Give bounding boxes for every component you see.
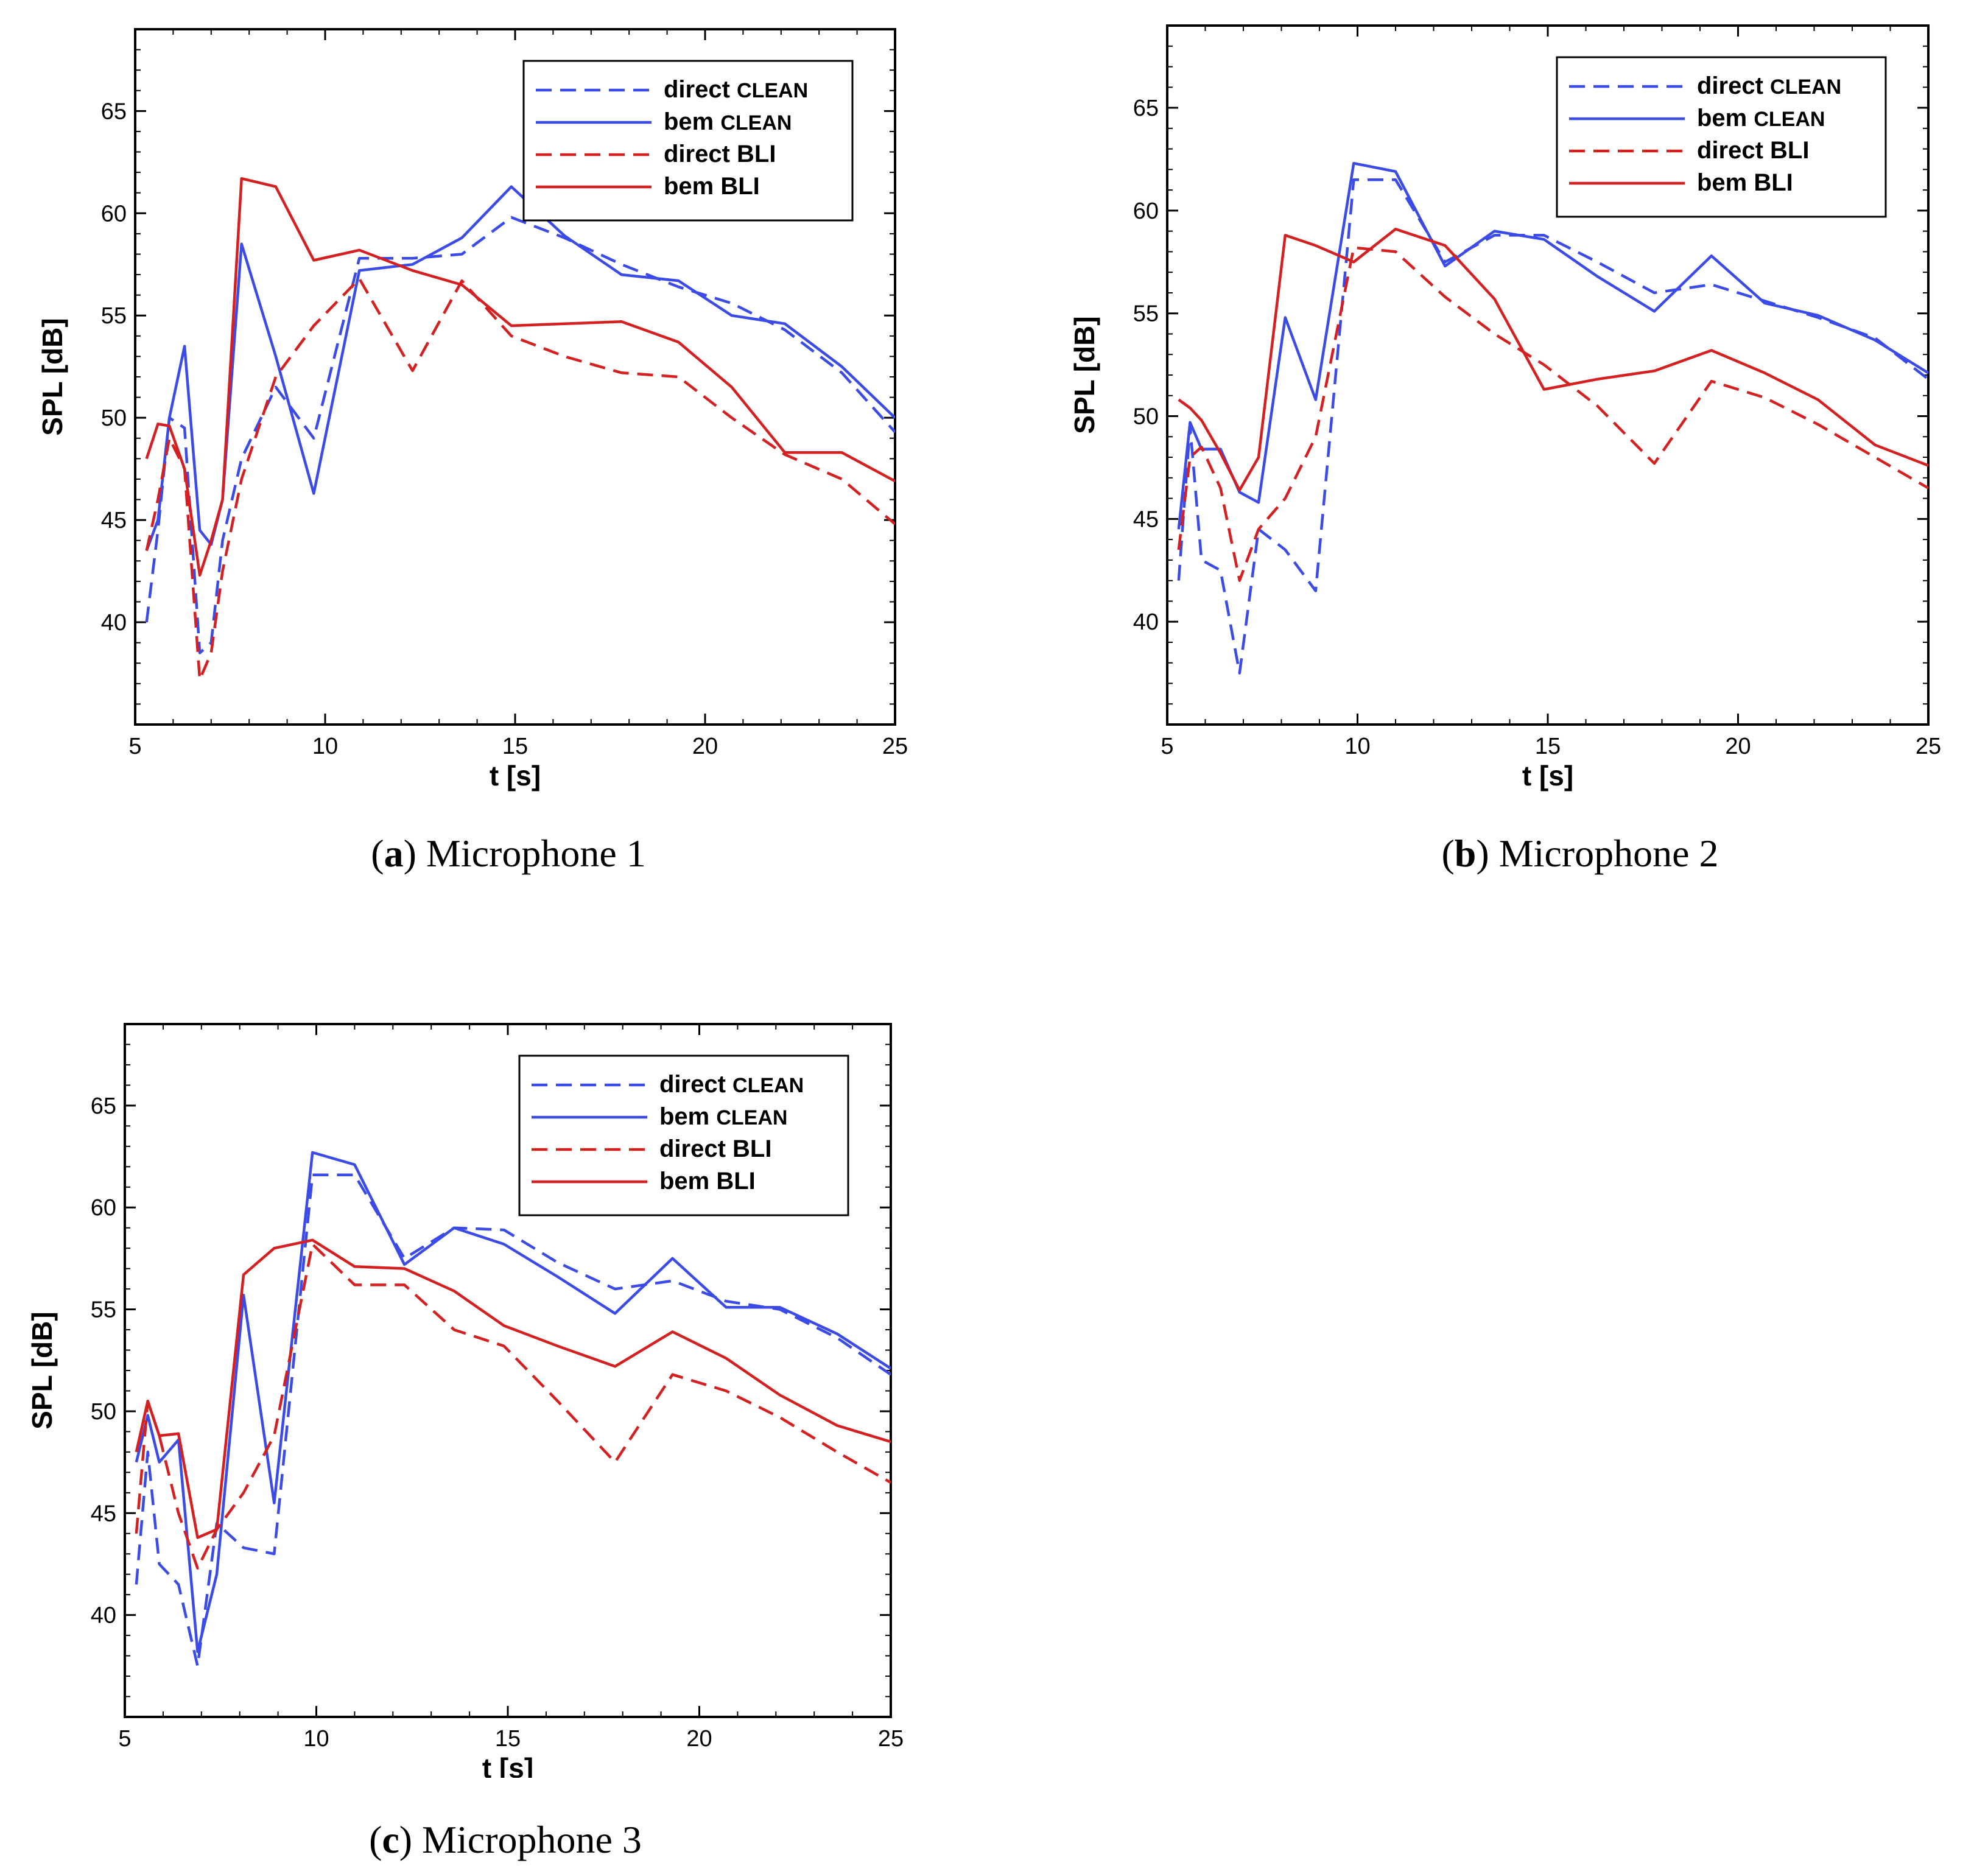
legend-subscript: CLEAN — [720, 111, 792, 135]
chart-b: 5 10 15 20 25 40 45 50 55 60 65 t [s] SPL [dB] direct… — [1069, 24, 1941, 791]
series-line-bem-bli — [145, 177, 895, 577]
legend-subscript: CLEAN — [1754, 108, 1825, 131]
legend-label: direct CLEAN — [659, 1071, 804, 1098]
legend-label: bem CLEAN — [664, 108, 792, 135]
legend-label: bem BLI — [1697, 169, 1793, 196]
x-tick-label: 25 — [882, 734, 908, 759]
y-tick-label: 50 — [91, 1399, 116, 1425]
y-tick-label: 65 — [91, 1093, 116, 1119]
series-line-direct-bli — [145, 277, 895, 681]
legend-label: direct CLEAN — [1697, 72, 1841, 99]
x-tick-label: 15 — [502, 734, 528, 759]
x-tick-label: 10 — [312, 734, 338, 759]
y-tick-label: 55 — [91, 1297, 116, 1323]
legend: direct CLEAN bem CLEAN direct BLI bem BLI — [518, 1055, 849, 1216]
x-tick-label: 15 — [1535, 734, 1561, 759]
x-axis-label: t [s] — [1522, 760, 1573, 791]
legend-box — [522, 60, 854, 222]
legend-subscript: BLI — [1754, 169, 1793, 196]
y-axis-label: SPL [dB] — [1069, 316, 1100, 433]
chart-panel-a: 5 10 15 20 25 40 45 50 55 60 65 t [s] SPL [dB] direct… — [0, 0, 950, 795]
x-tick-label: 20 — [1725, 734, 1751, 759]
y-tick-label: 65 — [1133, 96, 1159, 121]
chart-panel-c: 5 10 15 20 25 40 45 50 55 60 65 t [s] SPL [dB] direct… — [0, 986, 950, 1784]
series-group — [1177, 161, 1928, 675]
x-tick-label: 25 — [878, 1726, 904, 1752]
y-tick-label: 45 — [101, 508, 127, 533]
x-axis-label: t [s] — [490, 760, 541, 791]
x-tick-label: 20 — [692, 734, 718, 759]
y-axis-label: SPL [dB] — [26, 1311, 58, 1429]
y-tick-label: 60 — [91, 1195, 116, 1221]
legend: direct CLEAN bem CLEAN direct BLI bem BLI — [522, 60, 854, 222]
y-axis-label: SPL [dB] — [37, 318, 68, 435]
legend-label: direct CLEAN — [664, 76, 808, 103]
y-tick-label: 55 — [1133, 301, 1159, 327]
legend-box — [518, 1055, 849, 1216]
series-group — [145, 177, 895, 681]
y-tick-label: 40 — [1133, 609, 1159, 635]
x-axis-label: t [s] — [482, 1752, 533, 1778]
legend-subscript: BLI — [1770, 137, 1809, 164]
legend-label: direct BLI — [664, 141, 776, 167]
legend-label: direct BLI — [659, 1135, 771, 1162]
x-tick-label: 5 — [118, 1726, 131, 1752]
legend-subscript: CLEAN — [737, 79, 808, 102]
chart-c: 5 10 15 20 25 40 45 50 55 60 65 t [s] SPL [dB] direct… — [26, 1023, 904, 1784]
chart-a: 5 10 15 20 25 40 45 50 55 60 65 t [s] SPL [dB] direct… — [37, 28, 908, 791]
x-tick-label: 10 — [303, 1726, 329, 1752]
legend-subscript: BLI — [732, 1135, 771, 1162]
x-tick-label: 5 — [128, 734, 141, 759]
y-tick-label: 45 — [91, 1501, 116, 1526]
series-group — [135, 1151, 891, 1668]
x-tick-label: 15 — [495, 1726, 521, 1752]
x-tick-label: 20 — [686, 1726, 712, 1752]
legend: direct CLEAN bem CLEAN direct BLI bem BLI — [1556, 56, 1887, 218]
legend-box — [1556, 56, 1887, 218]
series-line-bem-clean — [1177, 161, 1928, 530]
legend-subscript: CLEAN — [1770, 75, 1841, 99]
caption-c: (c) Microphone 3 — [369, 1818, 642, 1861]
y-tick-label: 65 — [101, 99, 127, 124]
legend-subscript: CLEAN — [716, 1106, 787, 1129]
y-tick-label: 60 — [101, 201, 127, 226]
series-line-bem-clean — [135, 1151, 891, 1654]
series-line-bem-clean — [145, 185, 895, 552]
x-tick-label: 25 — [1916, 734, 1941, 759]
caption-a: (a) Microphone 1 — [371, 832, 646, 875]
series-line-direct-bli — [1177, 246, 1928, 582]
legend-label: direct BLI — [1697, 137, 1809, 164]
y-tick-label: 40 — [91, 1603, 116, 1629]
legend-subscript: BLI — [720, 173, 759, 200]
series-line-direct-bli — [135, 1243, 891, 1570]
legend-subscript: BLI — [716, 1168, 755, 1195]
legend-subscript: CLEAN — [732, 1074, 804, 1097]
legend-label: bem CLEAN — [1697, 105, 1825, 132]
y-tick-label: 55 — [101, 303, 127, 329]
legend-label: bem BLI — [664, 173, 760, 200]
series-line-bem-bli — [1178, 228, 1928, 492]
x-tick-label: 10 — [1344, 734, 1370, 759]
legend-label: bem BLI — [659, 1168, 756, 1195]
series-line-bem-bli — [135, 1238, 891, 1539]
y-tick-label: 40 — [101, 610, 127, 636]
legend-label: bem CLEAN — [659, 1103, 787, 1130]
caption-b: (b) Microphone 2 — [1441, 832, 1719, 875]
x-tick-label: 5 — [1161, 734, 1173, 759]
y-tick-label: 50 — [101, 405, 127, 431]
legend-subscript: BLI — [737, 141, 776, 167]
y-tick-label: 45 — [1133, 507, 1159, 532]
chart-panel-b: 5 10 15 20 25 40 45 50 55 60 65 t [s] SPL [dB] direct… — [1023, 0, 1988, 795]
y-tick-label: 50 — [1133, 404, 1159, 430]
y-tick-label: 60 — [1133, 198, 1159, 224]
